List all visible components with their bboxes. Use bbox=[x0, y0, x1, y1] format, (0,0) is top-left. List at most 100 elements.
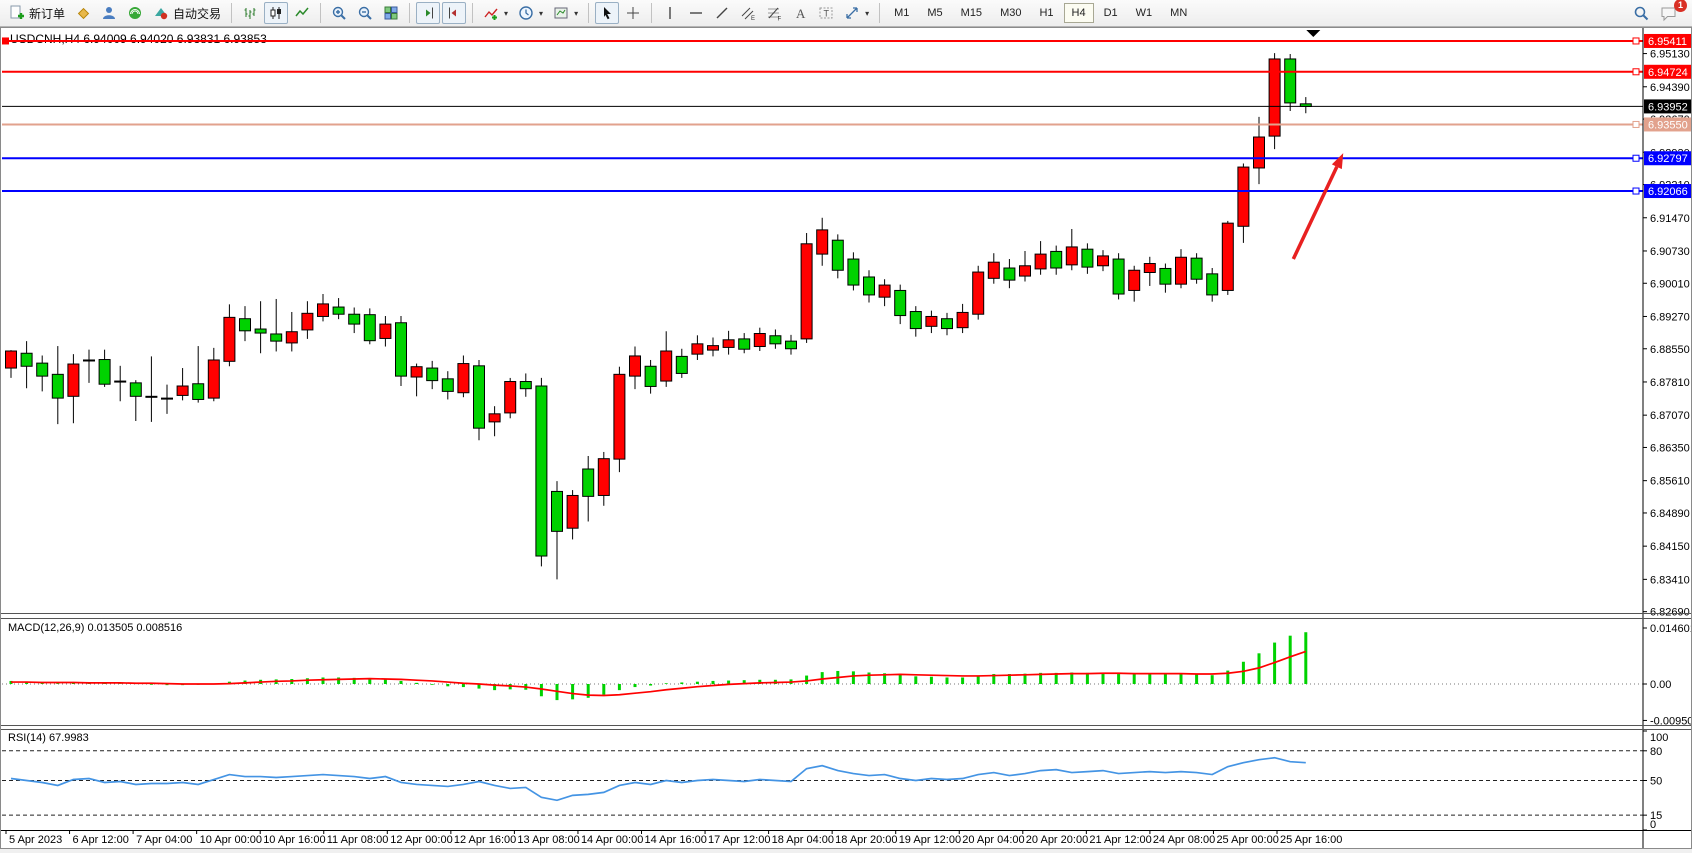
zoom-out-button[interactable] bbox=[353, 2, 377, 24]
community-button[interactable] bbox=[97, 2, 121, 24]
candle-body bbox=[176, 385, 189, 396]
tile-windows-icon bbox=[384, 6, 398, 20]
timeframe-d1-button[interactable]: D1 bbox=[1096, 3, 1126, 23]
candle-body bbox=[426, 367, 439, 382]
crosshair-button[interactable] bbox=[621, 2, 645, 24]
zoom-in-button[interactable] bbox=[327, 2, 351, 24]
candle-body bbox=[925, 315, 938, 327]
candle-body bbox=[379, 323, 392, 339]
channel-tool-button[interactable]: E bbox=[736, 2, 760, 24]
news-button[interactable] bbox=[123, 2, 147, 24]
candle-body bbox=[1050, 250, 1063, 269]
toolbar-separator bbox=[320, 3, 322, 23]
time-tick-label: 10 Apr 16:00 bbox=[263, 834, 325, 846]
auto-scroll-icon bbox=[422, 7, 434, 19]
price-tick-label: 6.88550 bbox=[1650, 344, 1690, 356]
candle-body bbox=[363, 314, 376, 342]
auto-scroll-button[interactable] bbox=[416, 2, 441, 24]
candle-body bbox=[629, 355, 641, 377]
time-tick-label: 12 Apr 00:00 bbox=[390, 834, 452, 846]
price-tick-label: 6.84150 bbox=[1650, 541, 1690, 553]
timeframe-h1-button[interactable]: H1 bbox=[1031, 3, 1061, 23]
timeframe-m1-button[interactable]: M1 bbox=[886, 3, 917, 23]
time-tick-label: 24 Apr 08:00 bbox=[1153, 834, 1215, 846]
candle-body bbox=[1284, 58, 1297, 104]
candle-body bbox=[1128, 269, 1141, 291]
candle-body bbox=[98, 359, 111, 385]
candlestick-chart-button[interactable] bbox=[264, 2, 289, 24]
line-handle[interactable] bbox=[1632, 37, 1640, 45]
price-tick-label: 6.83410 bbox=[1650, 574, 1690, 586]
autotrading-button[interactable]: 自动交易 bbox=[149, 2, 225, 24]
price-tick-label: 6.95130 bbox=[1650, 49, 1690, 61]
tile-windows-button[interactable] bbox=[379, 2, 403, 24]
timeframe-mn-button[interactable]: MN bbox=[1162, 3, 1195, 23]
line-chart-button[interactable] bbox=[290, 2, 314, 24]
time-tick-label: 6 Apr 12:00 bbox=[73, 834, 129, 846]
dropdown-caret-icon: ▾ bbox=[574, 8, 579, 18]
time-tick-label: 14 Apr 00:00 bbox=[581, 834, 643, 846]
candle-body bbox=[987, 261, 1000, 279]
candle-body bbox=[1143, 263, 1156, 273]
toolbar-separator bbox=[409, 3, 411, 23]
candle-body bbox=[753, 333, 766, 348]
toolbar-separator bbox=[879, 3, 881, 23]
time-tick-label: 20 Apr 20:00 bbox=[1026, 834, 1088, 846]
svg-text:T: T bbox=[824, 9, 830, 19]
candle-body bbox=[332, 306, 345, 315]
cursor-button[interactable] bbox=[595, 2, 620, 24]
line-handle[interactable] bbox=[1632, 120, 1640, 128]
price-tick-label: 6.87070 bbox=[1650, 410, 1690, 422]
label-tool-button[interactable]: T bbox=[814, 2, 838, 24]
chart-shift-button[interactable] bbox=[442, 2, 467, 24]
new-order-button[interactable]: 新订单 bbox=[5, 2, 69, 24]
trendline-tool-button[interactable] bbox=[710, 2, 734, 24]
line-handle[interactable] bbox=[1632, 154, 1640, 162]
text-tool-button[interactable]: A bbox=[788, 2, 812, 24]
bar-chart-button[interactable] bbox=[238, 2, 262, 24]
svg-text:F: F bbox=[778, 17, 782, 22]
candle-body bbox=[972, 271, 985, 315]
candle-body bbox=[36, 362, 49, 377]
line-handle[interactable] bbox=[1632, 68, 1640, 76]
candle-body bbox=[239, 318, 251, 332]
shapes-menu-button[interactable]: ▾ bbox=[840, 2, 873, 24]
templates-menu-button[interactable]: ▾ bbox=[549, 2, 582, 24]
price-tick-label: 6.86350 bbox=[1650, 442, 1690, 454]
metaeditor-button[interactable] bbox=[71, 2, 95, 24]
autotrading-label: 自动交易 bbox=[173, 6, 222, 21]
candle-body bbox=[348, 313, 361, 325]
time-tick-label: 19 Apr 12:00 bbox=[899, 834, 961, 846]
chart-shift-marker[interactable] bbox=[1306, 30, 1321, 37]
vertical-line-tool-button[interactable] bbox=[658, 2, 682, 24]
timeframe-m15-button[interactable]: M15 bbox=[953, 3, 990, 23]
time-tick-label: 25 Apr 16:00 bbox=[1280, 834, 1342, 846]
arrow-annotation-shaft[interactable] bbox=[1291, 165, 1339, 260]
dropdown-caret-icon: ▾ bbox=[539, 8, 544, 18]
horizontal-line-tool-button[interactable] bbox=[684, 2, 708, 24]
candle-body bbox=[816, 229, 829, 255]
candle-body bbox=[83, 359, 95, 362]
indicators-menu-button[interactable]: ▾ bbox=[479, 2, 512, 24]
timeframe-m5-button[interactable]: M5 bbox=[919, 3, 950, 23]
timeframe-m30-button[interactable]: M30 bbox=[992, 3, 1029, 23]
fibonacci-tool-button[interactable]: F bbox=[762, 2, 786, 24]
candle-body bbox=[207, 359, 220, 399]
arrow-annotation-head[interactable] bbox=[1331, 153, 1344, 170]
candle-body bbox=[582, 468, 595, 497]
periods-menu-button[interactable]: ▾ bbox=[514, 2, 547, 24]
search-button[interactable] bbox=[1629, 2, 1654, 24]
timeframe-h4-button[interactable]: H4 bbox=[1063, 3, 1094, 23]
candle-body bbox=[270, 333, 283, 342]
time-tick-label: 11 Apr 08:00 bbox=[327, 834, 389, 846]
chat-button[interactable]: 1 bbox=[1656, 0, 1687, 24]
timeframe-w1-button[interactable]: W1 bbox=[1128, 3, 1161, 23]
line-handle[interactable] bbox=[1632, 187, 1640, 195]
candle-body bbox=[1175, 256, 1187, 285]
candle-body bbox=[317, 303, 329, 317]
candle-body bbox=[1268, 58, 1281, 137]
candle-body bbox=[192, 383, 205, 400]
template-icon bbox=[554, 7, 568, 19]
